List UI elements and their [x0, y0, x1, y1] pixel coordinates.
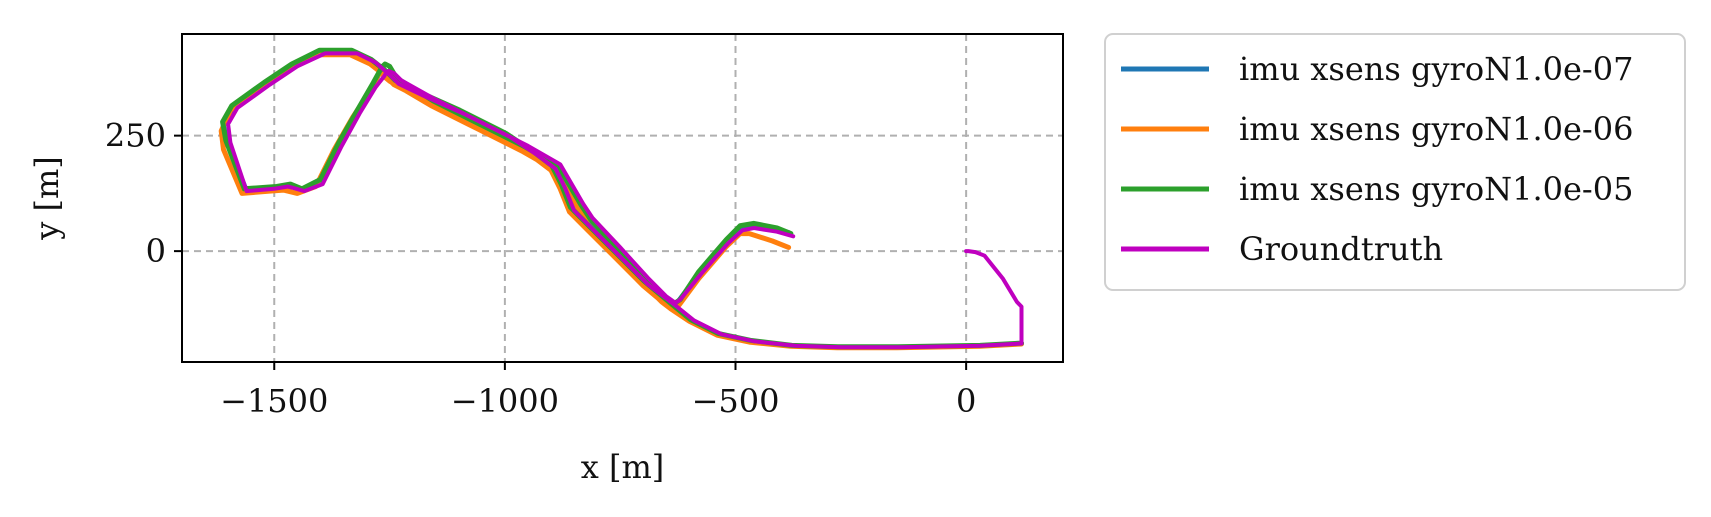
x-tick-label: −1000: [451, 382, 559, 420]
y-axis-label: y [m]: [28, 156, 66, 241]
legend-label: imu xsens gyroN1.0e-07: [1239, 50, 1633, 88]
series-line-1: [218, 52, 1024, 351]
legend-label: imu xsens gyroN1.0e-06: [1239, 110, 1633, 148]
legend-label: Groundtruth: [1239, 230, 1443, 268]
series-line-2: [220, 47, 1024, 350]
x-axis-label: x [m]: [581, 448, 665, 486]
y-tick-label: 250: [105, 117, 166, 155]
series-layer: [218, 47, 1024, 351]
grid: [182, 34, 1063, 362]
y-tick-label: 0: [146, 232, 166, 270]
x-tick-label: −1500: [220, 382, 328, 420]
legend: imu xsens gyroN1.0e-07 imu xsens gyroN1.0…: [1104, 33, 1686, 291]
series-line-0: [221, 50, 1024, 350]
legend-label: imu xsens gyroN1.0e-05: [1239, 170, 1633, 208]
ticks: −1500 −1000 −500 0 0 250: [105, 117, 976, 420]
x-tick-label: −500: [692, 382, 780, 420]
series-line-3: [226, 51, 1024, 350]
plot-frame: [181, 33, 1064, 363]
x-tick-label: 0: [956, 382, 976, 420]
legend-box: [1104, 33, 1686, 291]
